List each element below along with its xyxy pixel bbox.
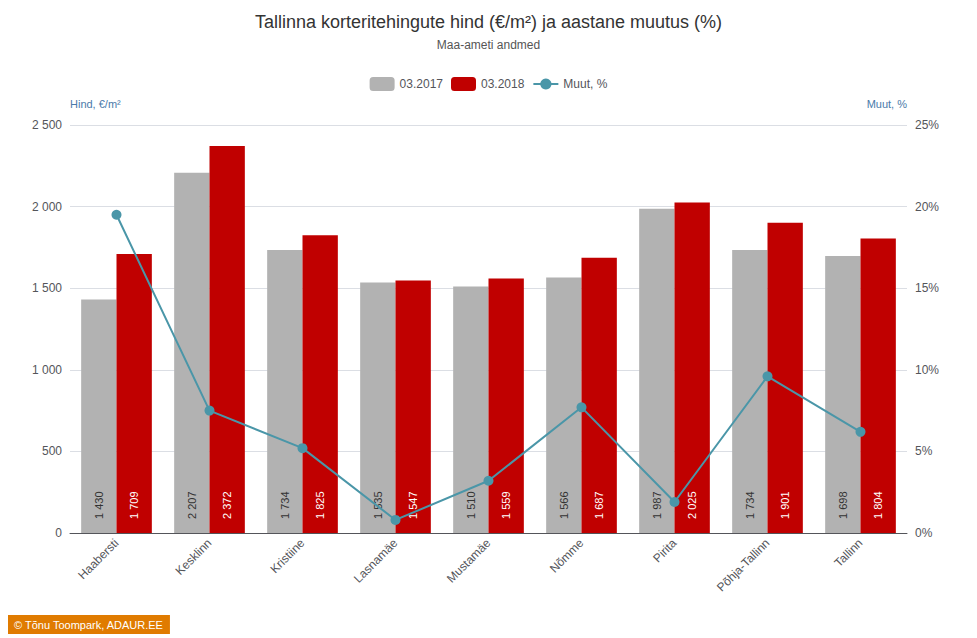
svg-text:Tallinna korteritehingute hind: Tallinna korteritehingute hind (€/m²) ja… <box>255 12 722 32</box>
svg-text:Hind, €/m²: Hind, €/m² <box>70 98 121 110</box>
svg-text:Lasnamäe: Lasnamäe <box>351 536 401 586</box>
svg-text:1 698: 1 698 <box>837 491 849 519</box>
svg-text:500: 500 <box>42 444 62 458</box>
svg-text:2 207: 2 207 <box>186 491 198 519</box>
svg-text:5%: 5% <box>915 444 933 458</box>
svg-text:Nõmme: Nõmme <box>547 536 587 576</box>
svg-text:1 825: 1 825 <box>314 491 326 519</box>
svg-text:Tallinn: Tallinn <box>832 536 866 570</box>
svg-text:0: 0 <box>55 526 62 540</box>
svg-text:20%: 20% <box>915 200 939 214</box>
svg-text:1 430: 1 430 <box>93 491 105 519</box>
svg-text:1 804: 1 804 <box>872 491 884 519</box>
svg-text:10%: 10% <box>915 363 939 377</box>
svg-text:1 687: 1 687 <box>593 491 605 519</box>
svg-text:2 500: 2 500 <box>32 118 62 132</box>
svg-text:2 000: 2 000 <box>32 200 62 214</box>
svg-text:1 500: 1 500 <box>32 281 62 295</box>
svg-text:1 559: 1 559 <box>500 491 512 519</box>
svg-text:2 372: 2 372 <box>221 491 233 519</box>
svg-text:15%: 15% <box>915 281 939 295</box>
svg-text:1 535: 1 535 <box>371 491 384 519</box>
svg-text:© Tõnu Toompark, ADAUR.EE: © Tõnu Toompark, ADAUR.EE <box>14 619 163 631</box>
svg-text:1 709: 1 709 <box>128 491 140 519</box>
svg-text:Kristiine: Kristiine <box>267 536 307 576</box>
svg-text:1 901: 1 901 <box>779 491 791 519</box>
svg-text:03.2018: 03.2018 <box>481 77 525 91</box>
svg-text:03.2017: 03.2017 <box>400 77 444 91</box>
svg-text:Haabersti: Haabersti <box>75 536 121 582</box>
svg-text:25%: 25% <box>915 118 939 132</box>
svg-text:1 734: 1 734 <box>279 491 291 519</box>
svg-text:1 987: 1 987 <box>651 491 663 519</box>
svg-text:Kesklinn: Kesklinn <box>173 536 215 578</box>
svg-text:1 566: 1 566 <box>558 491 570 519</box>
svg-text:Muut, %: Muut, % <box>867 98 908 110</box>
svg-text:0%: 0% <box>915 526 933 540</box>
svg-text:1 510: 1 510 <box>465 491 477 519</box>
svg-text:2 025: 2 025 <box>686 491 698 519</box>
svg-text:1 734: 1 734 <box>744 491 756 519</box>
svg-text:Mustamäe: Mustamäe <box>444 536 494 586</box>
svg-text:Maa-ameti andmed: Maa-ameti andmed <box>437 38 540 52</box>
svg-text:Muut, %: Muut, % <box>563 77 607 91</box>
svg-text:1 547: 1 547 <box>407 491 420 519</box>
svg-text:Pirita: Pirita <box>650 536 679 565</box>
svg-text:1 000: 1 000 <box>32 363 62 377</box>
svg-text:Põhja-Tallinn: Põhja-Tallinn <box>714 536 772 594</box>
